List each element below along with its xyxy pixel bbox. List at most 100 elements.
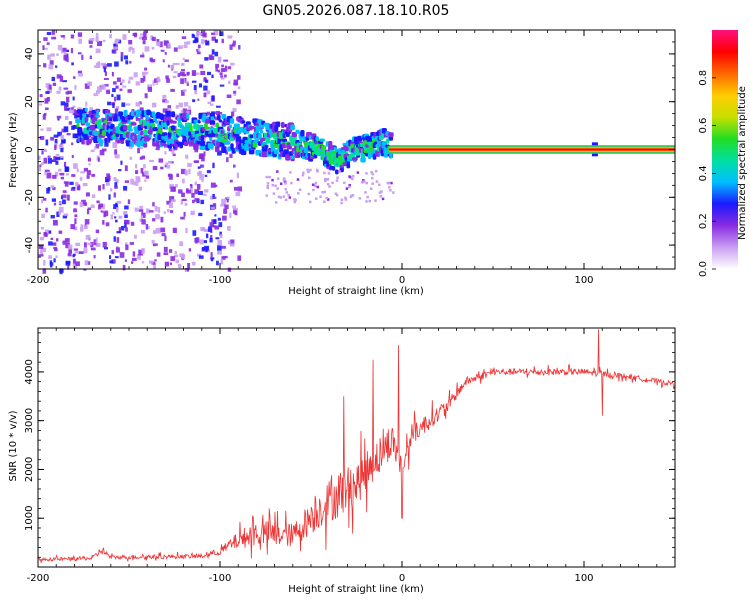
spectrogram-band-cell [101, 130, 107, 136]
spectrogram-speckle [63, 126, 69, 133]
spectrogram-halo-cell [315, 168, 319, 172]
spectrogram-speckle [185, 154, 189, 159]
spectrogram-speckle [210, 257, 215, 260]
spectrogram-speckle [173, 148, 178, 151]
spectrogram-speckle [65, 260, 71, 264]
spectrogram-speckle [226, 94, 232, 98]
spectrogram-band-cell [281, 138, 288, 143]
spectrogram-speckle [226, 196, 230, 200]
spectrogram-speckle [49, 60, 54, 66]
spectrogram-speckle [215, 66, 218, 72]
spectrogram-halo-cell [307, 192, 311, 196]
spectrogram-band-cell [335, 169, 339, 175]
spectrogram-speckle [93, 65, 97, 68]
spectrogram-speckle [60, 101, 66, 106]
spectrogram-speckle [214, 225, 220, 230]
spectrogram-speckle [114, 40, 119, 45]
spectrogram-speckle [88, 163, 91, 166]
spectrogram-speckle [233, 93, 237, 96]
spectrogram-speckle [95, 237, 98, 244]
spectrogram-speckle [237, 186, 243, 192]
spectrogram-speckle [144, 179, 147, 182]
spectrogram-halo-cell [301, 173, 305, 177]
spectrogram-speckle [198, 212, 203, 217]
spectrogram-speckle [139, 33, 144, 36]
spectrogram-halo-cell [388, 181, 391, 185]
spectrogram-band-cell [200, 141, 205, 147]
spectrogram-band-cell [165, 110, 171, 117]
spectrogram-halo-cell [348, 175, 351, 178]
spectrogram-speckle [184, 268, 188, 272]
spectrogram-speckle [197, 98, 200, 101]
spectrogram-speckle [206, 111, 211, 116]
spectrogram-speckle [132, 47, 135, 54]
spectrogram-speckle [227, 35, 233, 39]
spectrogram-speckle [139, 156, 143, 160]
spectrogram-speckle [128, 46, 133, 50]
spectrogram-speckle [54, 248, 58, 252]
spectrogram-speckle [52, 174, 57, 179]
spectrogram-speckle [74, 218, 77, 225]
spectrogram-speckle [156, 41, 161, 47]
spectrogram-halo-cell [380, 190, 383, 193]
spectrogram-speckle [238, 45, 241, 50]
spectrogram-speckle [155, 214, 160, 220]
spectrogram-speckle [103, 77, 109, 80]
spectrogram-band-cell [104, 140, 108, 144]
spectrogram-halo-cell [285, 191, 289, 194]
spectrogram-halo-cell [331, 181, 334, 185]
spectrogram-speckle [67, 265, 70, 270]
spectrogram-band-cell [229, 118, 235, 124]
spectrogram-band-cell [186, 122, 193, 126]
spectrogram-speckle [138, 209, 144, 212]
spectrogram-speckle [103, 67, 106, 73]
spectrogram-speckle [41, 213, 45, 219]
spectrogram-speckle [102, 220, 105, 225]
spectrogram-speckle [90, 136, 95, 141]
spectrogram-speckle [223, 208, 228, 214]
spectrogram-halo-cell [290, 181, 293, 185]
spectrogram-speckle [141, 261, 145, 264]
spectrogram-speckle [196, 48, 199, 52]
spectrogram-band-cell [388, 132, 394, 138]
spectrogram-cells [38, 30, 598, 275]
spectrogram-speckle [94, 145, 97, 150]
spectrogram-speckle [68, 248, 73, 254]
spectrogram-speckle [186, 189, 191, 194]
spectrogram-speckle [180, 168, 186, 175]
spectrogram-speckle [204, 174, 208, 177]
spectrogram-speckle [192, 261, 196, 266]
spectrogram-speckle [65, 107, 70, 111]
spectrogram-halo-cell [371, 176, 374, 180]
spectrogram-speckle [113, 192, 116, 198]
spectrogram-speckle [141, 219, 146, 225]
spectrogram-speckle [77, 32, 83, 37]
spectrogram-speckle [190, 184, 193, 190]
spectrogram-speckle [135, 170, 139, 174]
spectrogram-halo-cell [368, 199, 371, 203]
spectrogram-halo-cell [356, 171, 360, 174]
spectrogram-speckle [194, 89, 198, 95]
spectrogram-speckle [46, 32, 52, 36]
spectrogram-speckle [93, 255, 96, 259]
spectrogram-speckle [69, 109, 75, 114]
spectrogram-halo-cell [302, 171, 305, 175]
spectrogram-speckle [53, 156, 57, 162]
spectrogram-speckle [210, 258, 214, 262]
spectrogram-speckle [203, 77, 207, 80]
spectrogram-speckle [153, 263, 156, 270]
spectrogram-speckle [48, 255, 52, 259]
spectrogram-speckle [40, 128, 44, 131]
spectrogram-halo-cell [306, 168, 309, 172]
spectrogram-speckle [55, 160, 59, 165]
spectrogram-speckle [227, 240, 231, 245]
spectrogram-speckle [200, 70, 206, 76]
spectrogram-speckle [123, 55, 128, 60]
spectrogram-speckle [192, 199, 195, 204]
spectrogram-halo-cell [293, 198, 296, 201]
spectrogram-speckle [124, 214, 128, 219]
spectrogram-speckle [104, 247, 108, 250]
spectrogram-speckle [107, 138, 111, 143]
spectrogram-speckle [129, 242, 134, 245]
spectrogram-band-cell [217, 114, 221, 121]
